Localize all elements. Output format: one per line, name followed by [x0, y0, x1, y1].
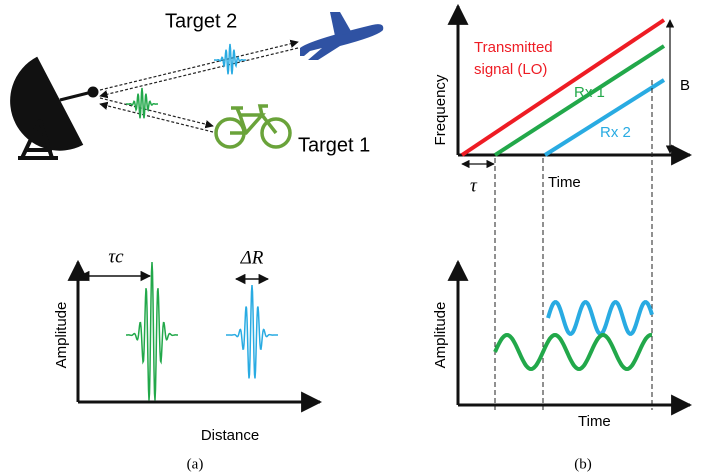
- wave-packet: [214, 44, 246, 74]
- y-axis-label: Frequency: [432, 74, 449, 145]
- x-axis-label: Time: [578, 413, 611, 430]
- legend-rx2: Rx 2: [600, 124, 631, 141]
- pulse: [226, 285, 278, 378]
- pulse: [126, 262, 178, 400]
- bicycle: [216, 106, 290, 147]
- x-axis-label: Time: [548, 174, 581, 191]
- target-1-label: Target 1: [298, 134, 370, 156]
- tau-c-label: τc: [108, 246, 124, 267]
- radar-dish: [3, 54, 98, 158]
- delta-r-label: ΔR: [240, 247, 264, 268]
- legend-tx: Transmitted: [474, 39, 553, 56]
- airplane: [300, 12, 383, 60]
- dashed-beams: [100, 42, 298, 132]
- target-2-label: Target 2: [165, 10, 237, 32]
- legend-tx: signal (LO): [474, 61, 547, 78]
- y-axis-label: Amplitude: [432, 302, 449, 369]
- caption: (b): [574, 456, 592, 472]
- wave-packet: [126, 88, 158, 118]
- bandwidth-label: B: [680, 77, 690, 94]
- beat-signal: [495, 335, 652, 369]
- legend-rx1: Rx 1: [574, 84, 605, 101]
- beat-signal: [548, 302, 652, 334]
- tau-label: τ: [470, 175, 478, 196]
- caption: (a): [187, 456, 204, 472]
- y-axis-label: Amplitude: [53, 302, 70, 369]
- axes: [78, 262, 320, 402]
- x-axis-label: Distance: [201, 427, 259, 444]
- figure: Target 2 Target 1 Amplitude Distance τc …: [0, 0, 701, 474]
